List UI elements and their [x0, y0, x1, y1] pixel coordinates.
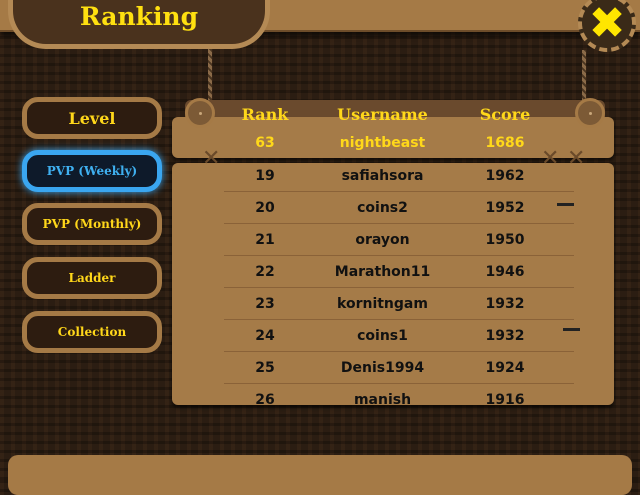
username-cell: safiahsora	[341, 168, 424, 184]
score-cell: 1932	[485, 296, 525, 312]
score-cell: 1924	[485, 360, 525, 376]
my-rank-panel	[172, 117, 614, 158]
header-score: Score	[479, 105, 531, 124]
stitch-icon: ✕	[202, 146, 221, 171]
rope	[208, 40, 212, 102]
rank-cell: 21	[255, 232, 275, 248]
table-row[interactable]: 23 kornitngam 1932	[172, 288, 614, 320]
score-cell: 1962	[485, 168, 525, 184]
pin-icon	[185, 98, 215, 128]
nail-icon	[563, 328, 580, 331]
username-cell: coins1	[357, 328, 408, 344]
row-divider	[224, 287, 574, 288]
rank-cell: 19	[255, 168, 275, 184]
row-divider	[224, 383, 574, 384]
rank-cell: 23	[255, 296, 275, 312]
tab-level[interactable]: Level	[22, 97, 162, 139]
score-cell: 1916	[485, 392, 525, 408]
tab-pvp-weekly[interactable]: PVP (Weekly)	[22, 150, 162, 192]
my-rank: 63	[255, 135, 275, 151]
rope	[582, 50, 586, 102]
table-row[interactable]: 19 safiahsora 1962	[172, 160, 614, 192]
table-row[interactable]: 26 manish 1916	[172, 384, 614, 416]
page-title: Ranking	[79, 2, 199, 31]
row-divider	[224, 351, 574, 352]
bottom-bar	[8, 455, 632, 495]
rank-cell: 22	[255, 264, 275, 280]
username-cell: orayon	[355, 232, 410, 248]
close-button[interactable]: ✖	[578, 0, 636, 52]
rank-cell: 25	[255, 360, 275, 376]
header-rank: Rank	[241, 105, 289, 124]
stitch-icon: ✕	[567, 146, 586, 171]
tab-ladder[interactable]: Ladder	[22, 257, 162, 299]
row-divider	[224, 191, 574, 192]
nail-icon	[557, 203, 574, 206]
tab-label: Ladder	[68, 271, 116, 285]
rank-cell: 24	[255, 328, 275, 344]
tab-label: Level	[68, 108, 116, 128]
my-score: 1686	[485, 135, 525, 151]
table-row[interactable]: 25 Denis1994 1924	[172, 352, 614, 384]
score-cell: 1932	[485, 328, 525, 344]
title-plaque: Ranking	[8, 0, 270, 49]
row-divider	[224, 223, 574, 224]
score-cell: 1950	[485, 232, 525, 248]
pin-icon	[575, 98, 605, 128]
tab-label: PVP (Weekly)	[46, 164, 138, 178]
row-divider	[224, 319, 574, 320]
my-username: nightbeast	[339, 135, 426, 151]
rank-cell: 26	[255, 392, 275, 408]
ranking-list-panel	[172, 163, 614, 405]
username-cell: Marathon11	[334, 264, 431, 280]
table-row[interactable]: 20 coins2 1952	[172, 192, 614, 224]
tab-collection[interactable]: Collection	[22, 311, 162, 353]
header-username: Username	[337, 105, 428, 124]
username-cell: manish	[353, 392, 412, 408]
username-cell: coins2	[357, 200, 408, 216]
username-cell: Denis1994	[340, 360, 425, 376]
username-cell: kornitngam	[337, 296, 428, 312]
tab-pvp-monthly[interactable]: PVP (Monthly)	[22, 203, 162, 245]
score-cell: 1952	[485, 200, 525, 216]
table-row[interactable]: 22 Marathon11 1946	[172, 256, 614, 288]
close-x-icon: ✖	[588, 0, 626, 49]
tab-label: PVP (Monthly)	[42, 217, 142, 231]
table-row[interactable]: 21 orayon 1950	[172, 224, 614, 256]
tab-label: Collection	[57, 325, 127, 339]
score-cell: 1946	[485, 264, 525, 280]
stitch-icon: ✕	[541, 146, 560, 171]
rank-cell: 20	[255, 200, 275, 216]
table-row[interactable]: 24 coins1 1932	[172, 320, 614, 352]
row-divider	[224, 255, 574, 256]
